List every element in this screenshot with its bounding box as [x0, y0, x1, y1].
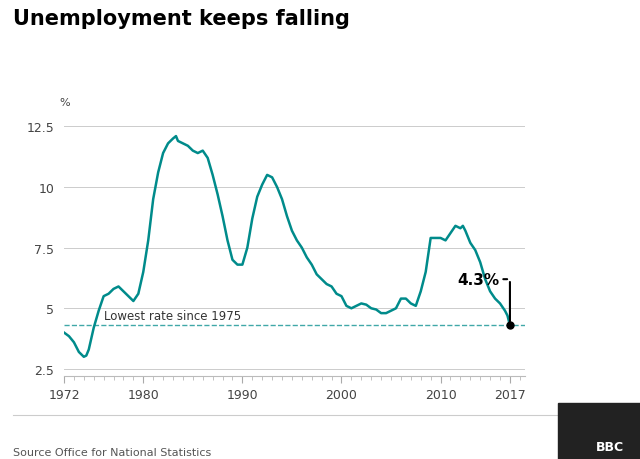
Text: BBC: BBC: [596, 441, 624, 453]
Text: Unemployment keeps falling: Unemployment keeps falling: [13, 9, 349, 29]
Text: Source Office for National Statistics: Source Office for National Statistics: [13, 447, 211, 457]
Text: Lowest rate since 1975: Lowest rate since 1975: [104, 310, 241, 323]
Text: %: %: [60, 97, 70, 107]
Text: 4.3%: 4.3%: [457, 272, 499, 287]
